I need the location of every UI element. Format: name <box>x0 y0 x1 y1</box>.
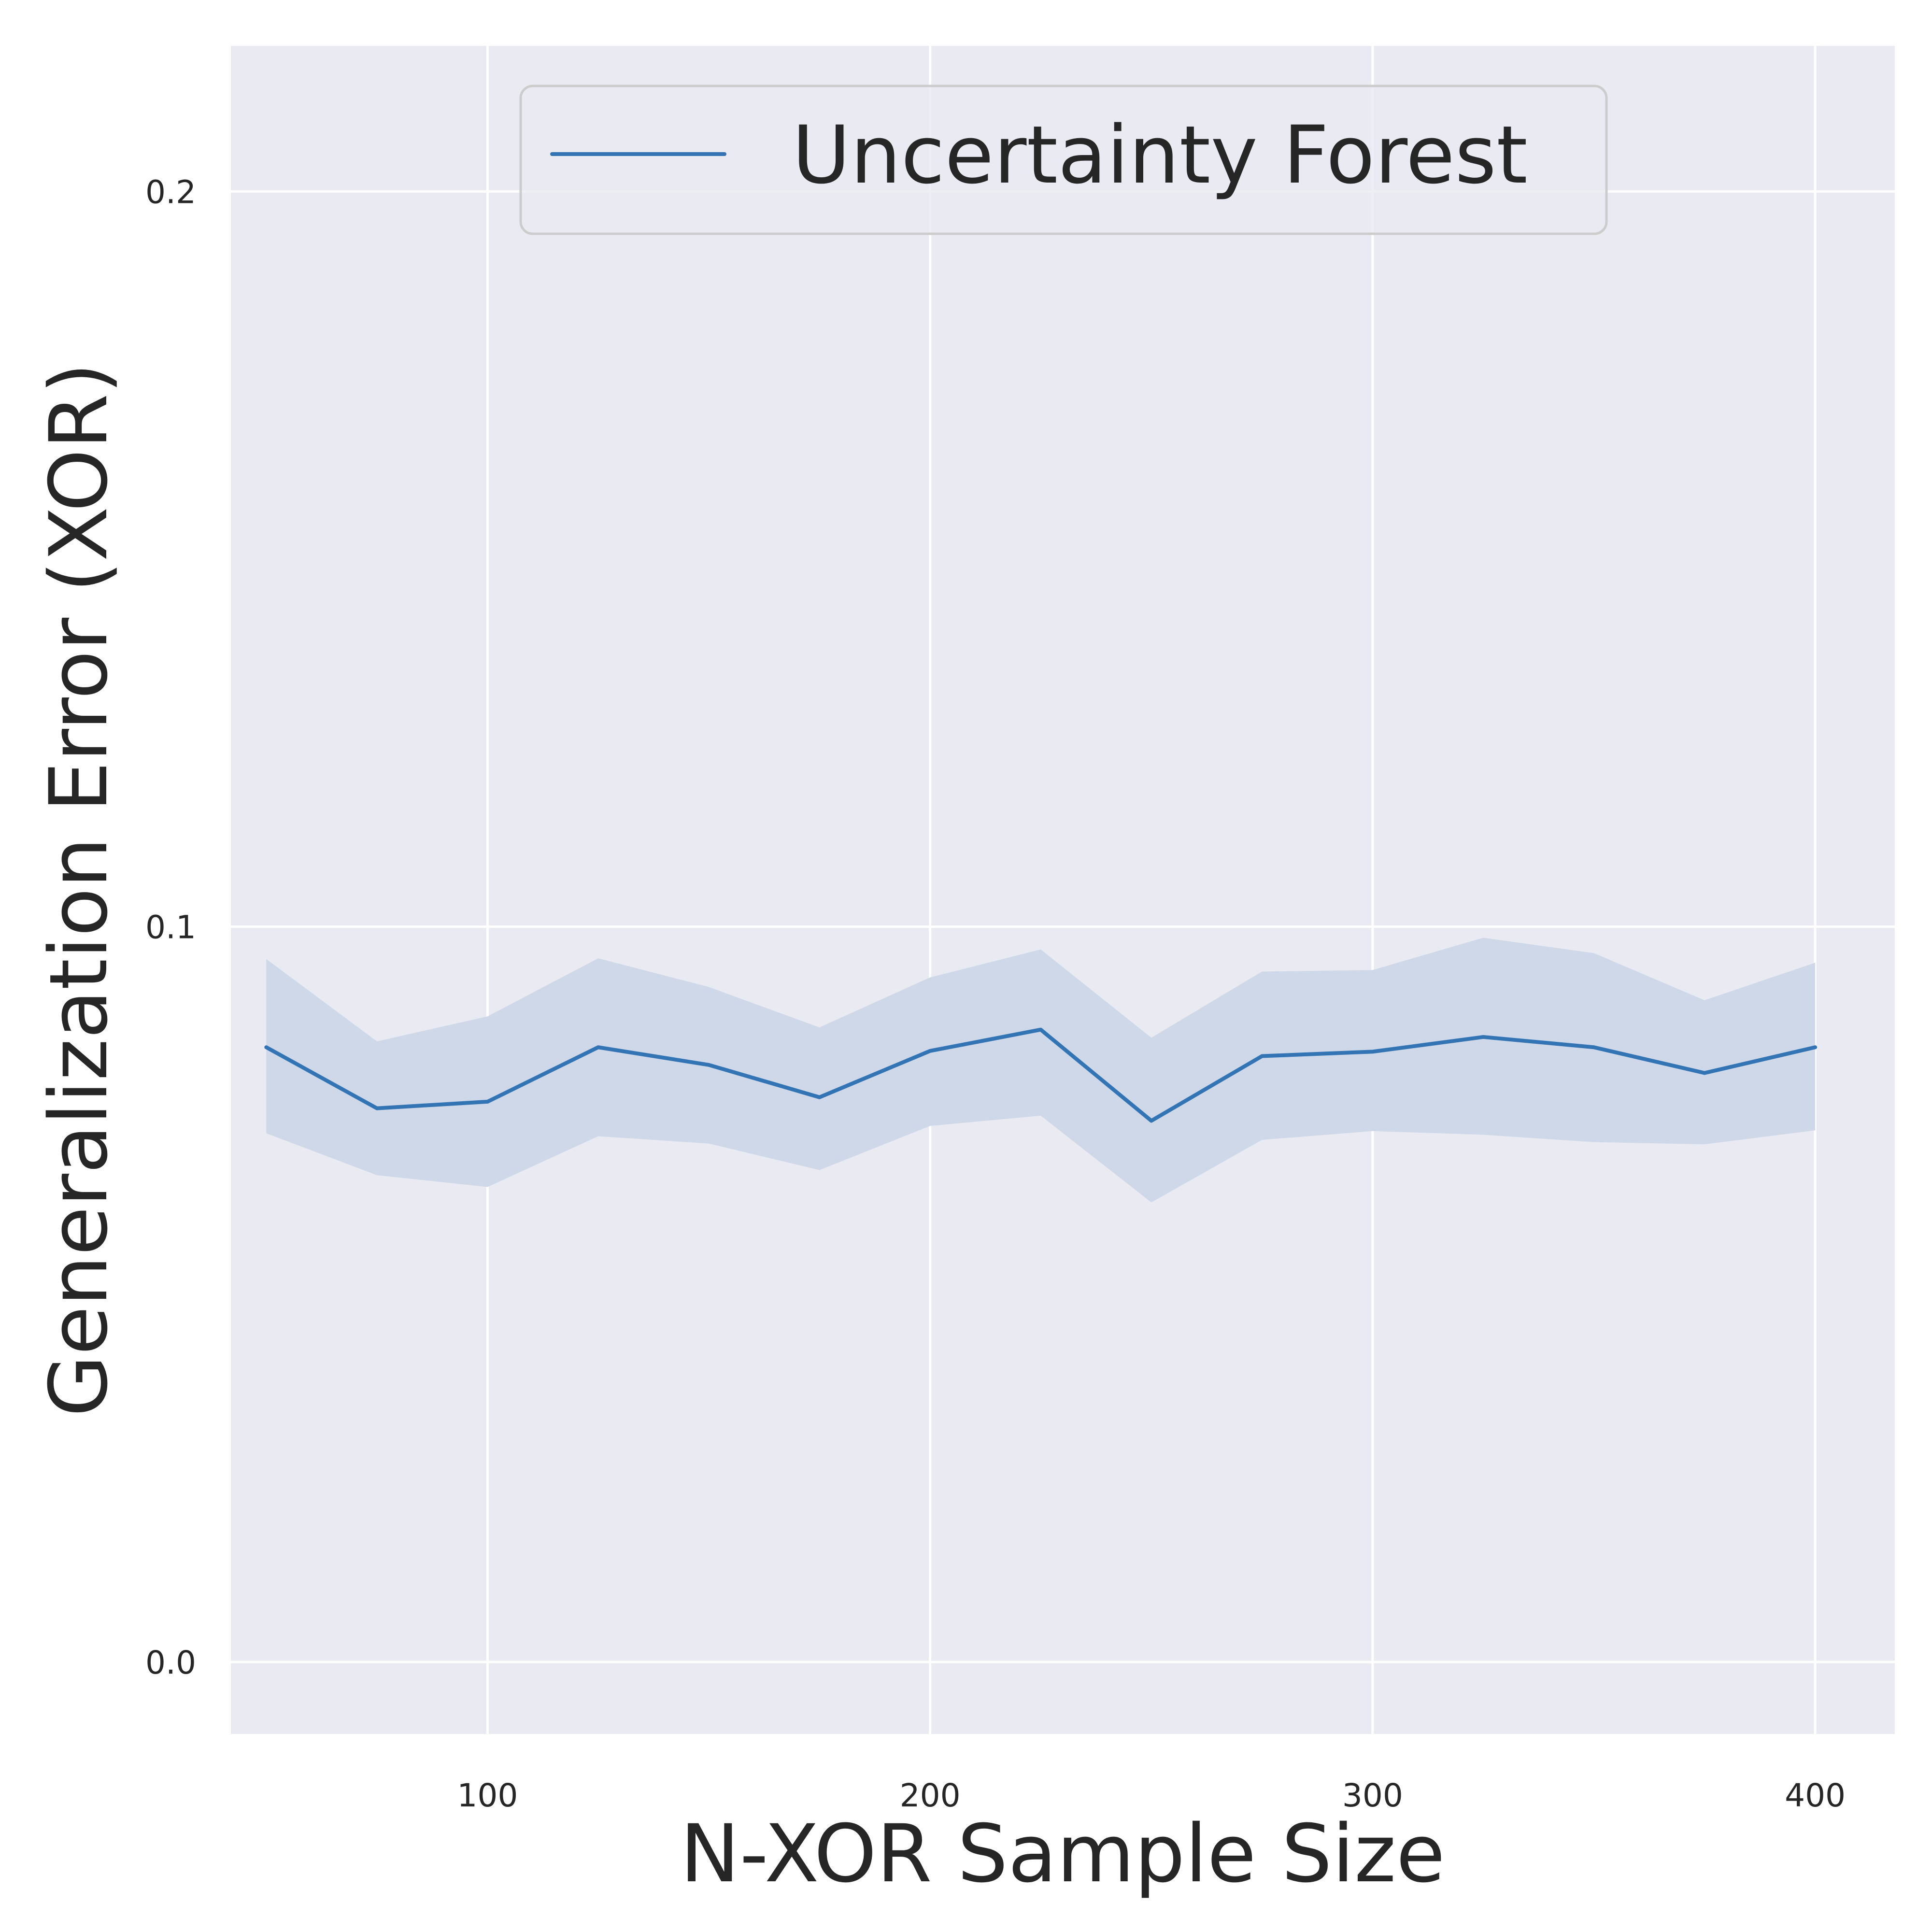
y-axis-label: Generalization Error (XOR) <box>32 363 125 1417</box>
series-lines <box>264 1027 1818 1123</box>
legend-label-uncertainty-forest: Uncertainty Forest <box>792 109 1528 201</box>
confidence-band-0 <box>266 938 1816 1203</box>
x-gridlines <box>486 46 1817 1734</box>
x-tick-labels: 100 200 300 400 <box>457 1777 1846 1814</box>
plot-area <box>231 46 1895 1734</box>
x-tick-label: 100 <box>457 1777 518 1814</box>
legend-box <box>519 85 1608 235</box>
legend: Uncertainty Forest <box>519 85 1608 235</box>
series-line-0 <box>264 1027 1818 1123</box>
x-tick-label: 300 <box>1342 1777 1403 1814</box>
x-tick-label: 200 <box>900 1777 961 1814</box>
y-tick-labels: 0.0 0.1 0.2 <box>145 173 196 1681</box>
confidence-bands <box>266 938 1816 1203</box>
x-axis-label: N-XOR Sample Size <box>680 1807 1445 1900</box>
y-tick-label: 0.0 <box>145 1644 196 1681</box>
x-tick-label: 400 <box>1785 1777 1846 1814</box>
y-tick-label: 0.1 <box>145 909 196 946</box>
y-tick-label: 0.2 <box>145 173 196 211</box>
